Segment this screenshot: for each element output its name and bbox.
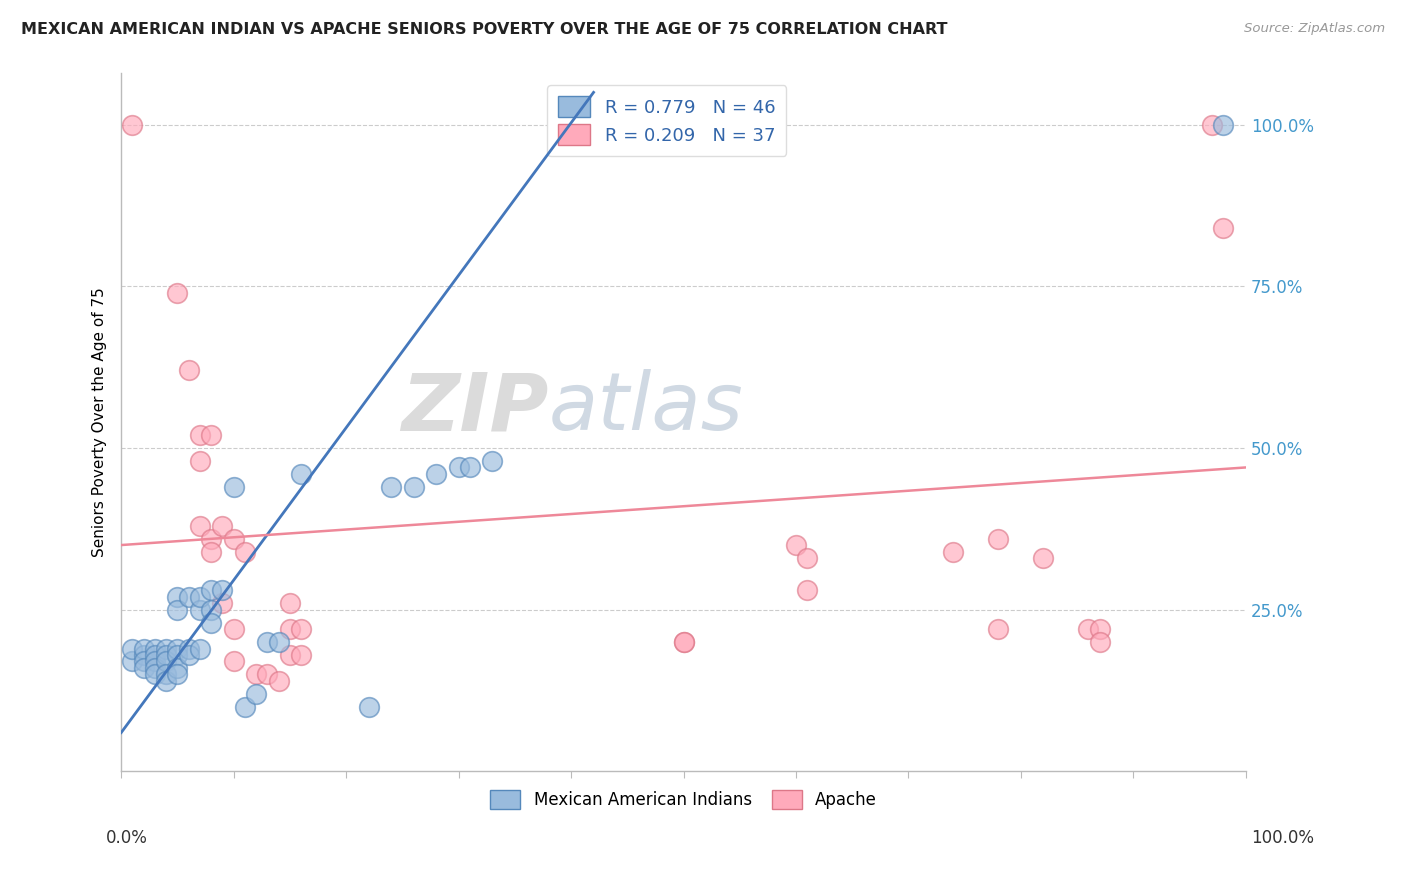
Point — [233, 544, 256, 558]
Point — [200, 615, 222, 630]
Point — [166, 603, 188, 617]
Point — [166, 590, 188, 604]
Point — [1201, 118, 1223, 132]
Text: 0.0%: 0.0% — [105, 829, 148, 847]
Point — [155, 667, 177, 681]
Point — [785, 538, 807, 552]
Point — [1088, 635, 1111, 649]
Point — [1212, 221, 1234, 235]
Point — [256, 635, 278, 649]
Text: 100.0%: 100.0% — [1251, 829, 1315, 847]
Point — [672, 635, 695, 649]
Text: MEXICAN AMERICAN INDIAN VS APACHE SENIORS POVERTY OVER THE AGE OF 75 CORRELATION: MEXICAN AMERICAN INDIAN VS APACHE SENIOR… — [21, 22, 948, 37]
Point — [425, 467, 447, 481]
Point — [121, 118, 143, 132]
Point — [177, 363, 200, 377]
Point — [188, 428, 211, 442]
Point — [188, 590, 211, 604]
Point — [166, 641, 188, 656]
Point — [796, 583, 818, 598]
Point — [942, 544, 965, 558]
Point — [200, 532, 222, 546]
Point — [166, 285, 188, 300]
Point — [267, 635, 290, 649]
Text: ZIP: ZIP — [401, 369, 548, 447]
Point — [121, 655, 143, 669]
Point — [200, 544, 222, 558]
Point — [155, 673, 177, 688]
Point — [155, 641, 177, 656]
Point — [166, 667, 188, 681]
Point — [278, 622, 301, 636]
Point — [143, 661, 166, 675]
Point — [290, 467, 312, 481]
Point — [211, 596, 233, 610]
Point — [188, 518, 211, 533]
Point — [143, 648, 166, 662]
Point — [121, 641, 143, 656]
Point — [177, 590, 200, 604]
Point — [447, 460, 470, 475]
Point — [245, 667, 267, 681]
Point — [188, 603, 211, 617]
Point — [267, 673, 290, 688]
Point — [481, 454, 503, 468]
Point — [987, 622, 1010, 636]
Point — [278, 596, 301, 610]
Point — [177, 648, 200, 662]
Point — [672, 635, 695, 649]
Point — [380, 480, 402, 494]
Point — [143, 655, 166, 669]
Point — [222, 622, 245, 636]
Point — [290, 648, 312, 662]
Point — [177, 641, 200, 656]
Point — [796, 551, 818, 566]
Point — [233, 699, 256, 714]
Point — [155, 655, 177, 669]
Point — [200, 428, 222, 442]
Point — [200, 603, 222, 617]
Point — [245, 687, 267, 701]
Point — [222, 532, 245, 546]
Point — [222, 480, 245, 494]
Point — [200, 583, 222, 598]
Point — [132, 661, 155, 675]
Point — [132, 648, 155, 662]
Y-axis label: Seniors Poverty Over the Age of 75: Seniors Poverty Over the Age of 75 — [93, 287, 107, 558]
Legend: Mexican American Indians, Apache: Mexican American Indians, Apache — [484, 783, 883, 815]
Point — [256, 667, 278, 681]
Point — [188, 641, 211, 656]
Point — [402, 480, 425, 494]
Point — [143, 641, 166, 656]
Point — [290, 622, 312, 636]
Point — [166, 648, 188, 662]
Point — [458, 460, 481, 475]
Point — [1212, 118, 1234, 132]
Point — [143, 667, 166, 681]
Point — [188, 454, 211, 468]
Point — [211, 583, 233, 598]
Point — [132, 641, 155, 656]
Text: Source: ZipAtlas.com: Source: ZipAtlas.com — [1244, 22, 1385, 36]
Point — [987, 532, 1010, 546]
Point — [357, 699, 380, 714]
Point — [1032, 551, 1054, 566]
Point — [278, 648, 301, 662]
Text: atlas: atlas — [548, 369, 744, 447]
Point — [132, 655, 155, 669]
Point — [211, 518, 233, 533]
Point — [222, 655, 245, 669]
Point — [1088, 622, 1111, 636]
Point — [155, 648, 177, 662]
Point — [166, 661, 188, 675]
Point — [1077, 622, 1099, 636]
